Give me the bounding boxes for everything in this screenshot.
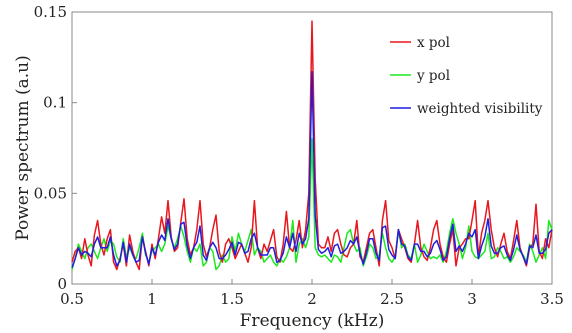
- y-tick-label: 0: [57, 275, 67, 293]
- y-tick-label: 0.1: [43, 94, 67, 112]
- y-tick-label: 0.05: [34, 184, 67, 202]
- x-axis-label: Frequency (kHz): [240, 311, 385, 331]
- legend-label-weighted-visibility: weighted visibility: [417, 101, 543, 117]
- legend: x pol y pol weighted visibility: [390, 35, 543, 117]
- series-line-weighted-visibility: [71, 71, 553, 268]
- x-tick-label: 0.5: [60, 290, 84, 308]
- axis-ticks: 0.5 1 1.5 2 2.5 3 3.5 0 0.05 0.1 0.15: [34, 3, 564, 308]
- y-tick-label: 0.15: [34, 3, 67, 21]
- series-lines: [71, 20, 553, 271]
- x-tick-label: 3: [467, 290, 477, 308]
- x-tick-label: 3.5: [540, 290, 564, 308]
- x-tick-label: 1.5: [220, 290, 244, 308]
- x-tick-label: 2: [307, 290, 317, 308]
- x-tick-label: 1: [147, 290, 157, 308]
- legend-label-x-pol: x pol: [417, 35, 450, 51]
- legend-label-y-pol: y pol: [416, 68, 450, 84]
- series-line-x-pol: [71, 20, 553, 271]
- x-tick-label: 2.5: [380, 290, 404, 308]
- y-axis-label: Power spectrum (a.u): [13, 55, 33, 241]
